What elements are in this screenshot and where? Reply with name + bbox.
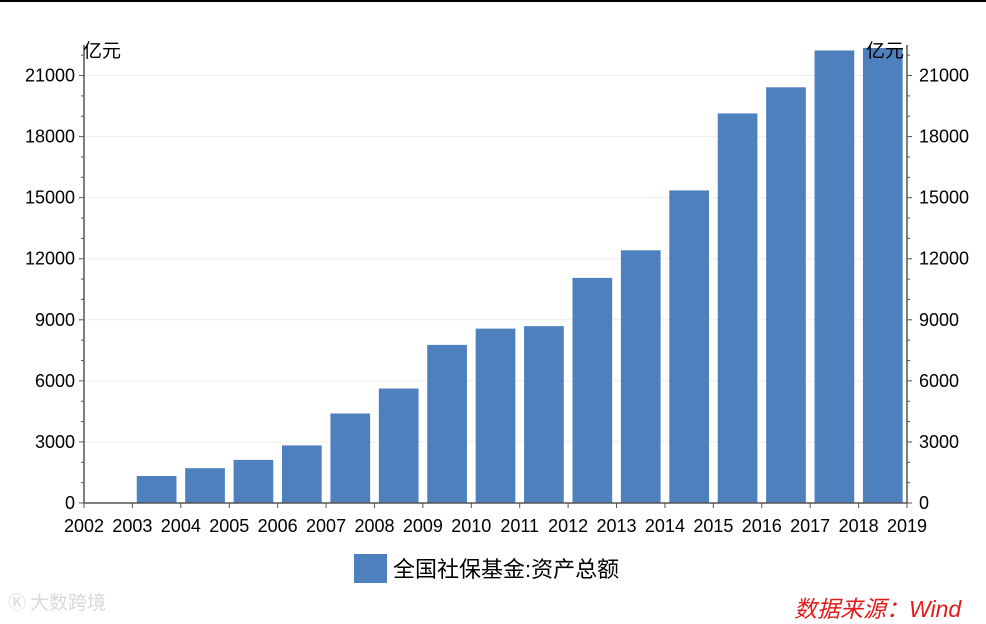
x-tick-label-2019: 2019: [887, 516, 927, 536]
x-tick-label-2015: 2015: [693, 516, 733, 536]
legend-label: 全国社保基金:资产总额: [393, 557, 620, 582]
y-tick-label-left-21000: 21000: [25, 66, 75, 86]
bar-2013: [620, 250, 661, 503]
y-tick-label-left-0: 0: [65, 493, 75, 513]
x-tick-label-2004: 2004: [161, 516, 201, 536]
x-tick-label-2011: 2011: [500, 516, 539, 536]
watermark: Ⓚ 大数跨境: [8, 588, 106, 615]
y-tick-label-right-15000: 15000: [919, 188, 969, 208]
x-tick-label-2005: 2005: [209, 516, 249, 536]
y-tick-label-left-18000: 18000: [25, 127, 75, 147]
bar-2011: [524, 326, 564, 503]
y-tick-label-left-3000: 3000: [35, 432, 75, 452]
x-tick-label-2003: 2003: [112, 516, 152, 536]
legend: 全国社保基金:资产总额: [354, 552, 619, 584]
bar-2006: [282, 445, 322, 503]
x-tick-label-2009: 2009: [403, 516, 443, 536]
y-axis-unit-left: 亿元: [83, 41, 122, 62]
bar-2003: [136, 476, 177, 503]
x-tick-label-2006: 2006: [258, 516, 298, 536]
x-tick-label-2008: 2008: [354, 516, 394, 536]
data-source-note: 数据来源：Wind: [794, 596, 962, 622]
y-tick-label-right-21000: 21000: [919, 66, 969, 86]
legend-swatch: [354, 553, 387, 583]
x-tick-label-2018: 2018: [839, 516, 879, 536]
x-tick-label-2013: 2013: [597, 516, 637, 536]
bar-2014: [669, 190, 709, 503]
y-tick-label-right-9000: 9000: [919, 310, 959, 330]
x-tick-label-2012: 2012: [548, 516, 588, 536]
bar-2012: [572, 277, 613, 503]
top-border-line: [0, 0, 986, 2]
y-tick-label-right-12000: 12000: [919, 249, 969, 269]
x-tick-label-2010: 2010: [451, 516, 491, 536]
bar-2009: [427, 344, 467, 503]
x-tick-label-2017: 2017: [790, 516, 830, 536]
y-axis-unit-right: 亿元: [866, 41, 905, 62]
y-tick-label-right-3000: 3000: [919, 432, 959, 452]
bar-2007: [330, 413, 371, 503]
watermark-text: 大数跨境: [30, 593, 107, 614]
bar-2008: [378, 388, 419, 503]
x-tick-label-2007: 2007: [306, 516, 346, 536]
bar-2017: [814, 50, 855, 503]
bar-2005: [233, 459, 274, 503]
x-tick-label-2016: 2016: [742, 516, 782, 536]
bar-2018: [862, 47, 903, 503]
y-tick-label-right-0: 0: [919, 493, 929, 513]
y-tick-label-right-6000: 6000: [919, 371, 959, 391]
x-tick-label-2014: 2014: [645, 516, 685, 536]
y-tick-label-left-9000: 9000: [35, 310, 75, 330]
logo-icon: Ⓚ: [8, 592, 26, 613]
y-tick-label-left-6000: 6000: [35, 371, 75, 391]
bar-2015: [717, 113, 758, 504]
bar-2010: [475, 328, 516, 503]
y-tick-label-left-12000: 12000: [25, 249, 75, 269]
bar-2004: [185, 468, 225, 503]
x-tick-label-2002: 2002: [64, 516, 104, 536]
y-tick-label-left-15000: 15000: [25, 188, 75, 208]
y-tick-label-right-18000: 18000: [919, 127, 969, 147]
bar-2016: [766, 87, 806, 503]
